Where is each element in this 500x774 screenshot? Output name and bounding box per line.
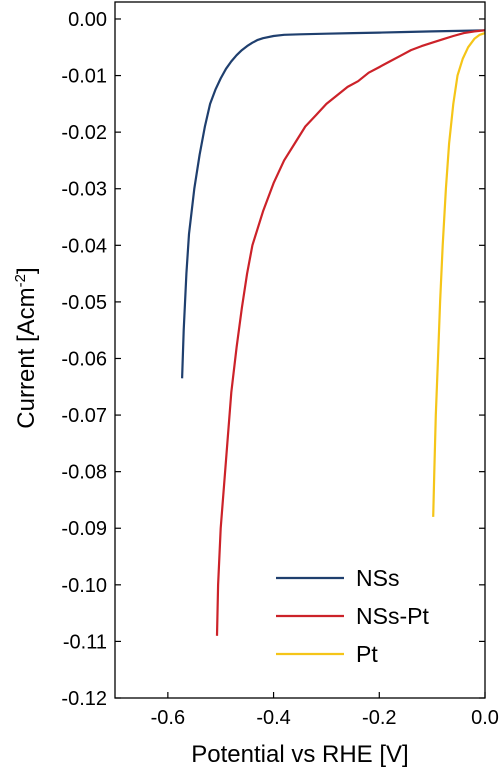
x-tick-label: -0.6 <box>151 707 185 729</box>
x-tick-label: -0.2 <box>362 707 396 729</box>
legend-label: NSs-Pt <box>356 603 429 629</box>
legend-label: NSs <box>356 565 399 591</box>
y-tick-label: -0.02 <box>61 122 107 144</box>
y-tick-label: -0.03 <box>61 179 107 201</box>
legend: NSs NSs-Pt Pt <box>276 565 429 667</box>
y-axis-label-exponent: -2 <box>12 274 29 287</box>
x-tick-label: -0.4 <box>256 707 290 729</box>
plot-frame <box>114 1 486 699</box>
y-tick-label: -0.09 <box>61 518 107 540</box>
y-tick-label: -0.07 <box>61 405 107 427</box>
y-axis-label-main: Current [Acm <box>13 287 40 428</box>
y-tick-label: -0.06 <box>61 348 107 370</box>
legend-label: Pt <box>356 641 378 667</box>
y-tick-label: -0.10 <box>61 575 107 597</box>
series-lines <box>181 29 486 636</box>
y-axis-label-close: ] <box>13 267 40 274</box>
series-line-nss <box>181 29 486 379</box>
series-line-nss-pt <box>215 29 486 636</box>
x-axis-label: Potential vs RHE [V] <box>191 741 408 768</box>
y-tick-label: -0.12 <box>61 688 107 710</box>
y-tick-label: -0.04 <box>61 235 107 257</box>
y-tick-label: 0.00 <box>68 9 107 31</box>
series-line-pt <box>432 32 486 517</box>
y-axis: 0.00 -0.01 -0.02 -0.03 -0.04 -0.05 -0.06 -0.07 -… <box>61 9 485 710</box>
x-tick-label: 0.0 <box>471 707 499 729</box>
y-tick-label: -0.01 <box>61 66 107 88</box>
x-axis: -0.6 -0.4 -0.2 0.0 <box>151 692 499 729</box>
y-tick-label: -0.05 <box>61 292 107 314</box>
y-axis-label: Current [Acm-2] <box>12 267 40 428</box>
y-tick-label: -0.08 <box>61 462 107 484</box>
y-tick-label: -0.11 <box>63 631 107 653</box>
